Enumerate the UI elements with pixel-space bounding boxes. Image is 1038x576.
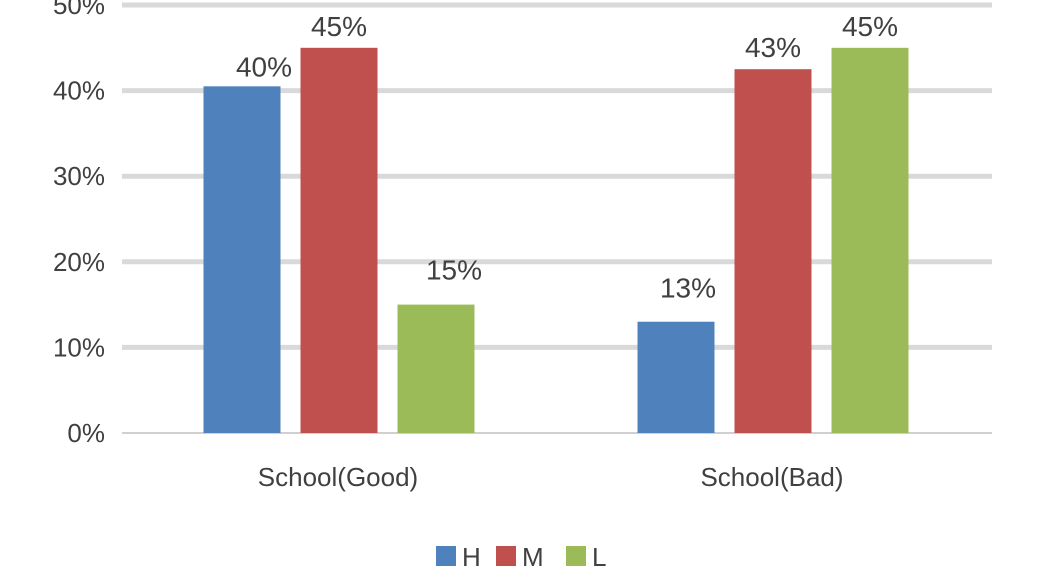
bar-M-1 [734, 69, 812, 433]
category-label: School(Good) [258, 462, 418, 492]
bar-L-0 [397, 304, 475, 433]
legend-label: L [592, 542, 606, 572]
y-tick-label: 0% [67, 418, 105, 448]
legend-label: H [462, 542, 481, 572]
y-tick-label: 10% [53, 332, 105, 362]
y-tick-label: 40% [53, 76, 105, 106]
data-label: 45% [842, 11, 898, 42]
legend-swatch-H [436, 546, 456, 566]
data-label: 13% [660, 273, 716, 304]
bars [203, 47, 909, 434]
bar-M-0 [300, 47, 378, 434]
legend-swatch-L [566, 546, 586, 566]
category-labels: School(Good) School(Bad) [258, 462, 844, 492]
bar-H-0 [203, 86, 281, 433]
legend-label: M [522, 542, 544, 572]
data-labels: 40% 13% 45% 43% 15% 45% [236, 11, 898, 304]
y-tick-label: 20% [53, 247, 105, 277]
data-label: 15% [426, 255, 482, 286]
y-tick-label: 30% [53, 161, 105, 191]
bar-L-1 [831, 47, 909, 434]
y-axis-tick-labels: 0% 10% 20% 30% 40% 50% [53, 0, 105, 448]
legend-swatch-M [496, 546, 516, 566]
category-label: School(Bad) [700, 462, 843, 492]
data-label: 43% [745, 32, 801, 63]
y-tick-label: 50% [53, 0, 105, 20]
data-label: 40% [236, 51, 292, 82]
bar-H-1 [637, 321, 715, 433]
data-label: 45% [311, 11, 367, 42]
